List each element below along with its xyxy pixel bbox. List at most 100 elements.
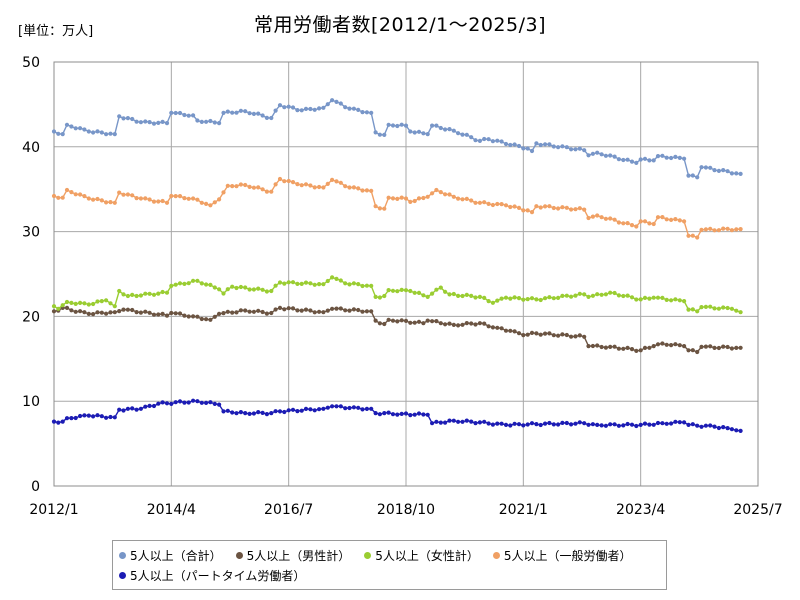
data-point [451, 128, 456, 133]
data-point [477, 321, 482, 326]
data-point [477, 420, 482, 425]
x-tick-label: 2012/1 [29, 502, 78, 518]
data-point [425, 132, 430, 137]
data-point [416, 290, 422, 295]
data-point [104, 311, 109, 316]
data-point [73, 309, 78, 314]
data-point [690, 422, 695, 427]
y-tick-label: 30 [22, 225, 40, 241]
data-point [612, 344, 617, 349]
data-point [395, 123, 400, 129]
data-point [638, 297, 643, 302]
data-point [655, 420, 661, 426]
data-point [482, 419, 487, 424]
data-point [460, 132, 465, 137]
data-point [395, 319, 400, 324]
data-point [564, 420, 569, 426]
data-point [538, 142, 543, 148]
data-point [186, 196, 191, 201]
data-point [347, 405, 352, 411]
data-point [156, 120, 161, 125]
data-point [317, 184, 322, 190]
data-point [712, 168, 717, 173]
data-point [521, 423, 526, 428]
legend-item-male: 5人以上（男性計） [235, 547, 350, 564]
data-point [469, 135, 474, 140]
data-point [95, 310, 100, 315]
data-point [160, 289, 165, 295]
data-point [269, 288, 274, 294]
data-point [456, 196, 461, 201]
plot-border [53, 61, 759, 487]
data-point [277, 176, 283, 182]
data-point [269, 115, 274, 121]
data-point [573, 293, 578, 298]
data-point [247, 111, 252, 116]
data-point [582, 148, 587, 153]
data-point [386, 288, 391, 293]
data-point [243, 182, 248, 188]
data-point [343, 308, 348, 313]
data-point [117, 288, 122, 294]
data-point [708, 304, 713, 309]
data-point [473, 421, 478, 426]
data-point [460, 293, 465, 299]
data-point [51, 129, 57, 134]
data-point [434, 419, 439, 424]
data-point [408, 199, 413, 204]
data-point [551, 333, 556, 338]
data-point [199, 281, 204, 286]
data-point [286, 178, 291, 184]
data-point [703, 165, 709, 170]
data-point [160, 198, 165, 204]
data-point [708, 344, 713, 349]
data-point [173, 110, 178, 116]
data-point [621, 157, 626, 163]
data-point [356, 186, 361, 191]
data-point [151, 403, 157, 409]
data-point [321, 185, 326, 190]
data-point [438, 285, 443, 290]
data-point [138, 196, 143, 201]
data-point [634, 423, 639, 429]
data-point [95, 129, 100, 134]
data-point [317, 407, 322, 412]
y-tick-label: 50 [22, 55, 40, 71]
data-point [134, 310, 139, 315]
data-point [138, 120, 143, 125]
data-point [182, 313, 187, 318]
data-point [282, 179, 287, 184]
data-point [212, 401, 217, 406]
data-point [608, 290, 613, 295]
data-point [373, 411, 378, 416]
data-point [147, 120, 152, 125]
data-point [251, 287, 256, 292]
legend-label-female: 5人以上（女性計） [375, 548, 479, 563]
data-point [651, 344, 656, 349]
data-point [295, 409, 300, 414]
data-point [473, 322, 478, 327]
data-point [447, 418, 452, 423]
data-point [573, 334, 578, 339]
data-point [191, 314, 196, 319]
data-point [438, 420, 443, 425]
data-point [586, 215, 591, 221]
data-point [247, 184, 252, 189]
data-point [556, 145, 561, 150]
data-point [256, 185, 261, 190]
data-point [369, 283, 374, 288]
data-point [282, 409, 287, 415]
data-point [260, 113, 265, 118]
legend-label-part-time: 5人以上（パートタイム労働者） [130, 568, 306, 583]
data-point [112, 132, 117, 137]
data-point [134, 407, 139, 412]
data-point [164, 121, 170, 126]
data-point [177, 194, 183, 199]
data-point [217, 287, 222, 292]
data-point [634, 297, 639, 302]
data-point [364, 309, 369, 314]
data-point [529, 330, 535, 335]
data-point [560, 420, 565, 425]
data-point [69, 300, 74, 305]
data-point [716, 306, 722, 311]
